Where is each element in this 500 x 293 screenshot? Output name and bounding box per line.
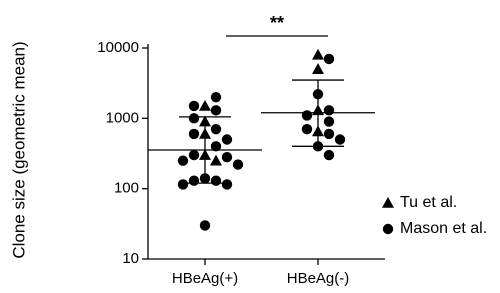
data-point <box>323 116 335 127</box>
data-point <box>323 128 335 140</box>
legend-label: Tu et al. <box>400 194 457 211</box>
data-point <box>221 179 233 190</box>
data-point <box>210 175 222 186</box>
data-point <box>188 100 200 112</box>
data-point <box>210 91 222 103</box>
data-point <box>210 124 222 135</box>
data-point <box>323 53 335 65</box>
data-point <box>312 125 324 137</box>
y-tick-label: 100 <box>114 180 139 197</box>
y-tick-label: 10 <box>122 250 139 267</box>
x-tick-label: HBeAg(-) <box>287 270 350 287</box>
y-tick-label: 1000 <box>106 109 139 126</box>
data-point <box>199 127 211 139</box>
legend-marker <box>382 197 394 208</box>
y-tick-label: 10000 <box>97 39 139 56</box>
significance-label: ** <box>270 13 284 33</box>
data-point <box>210 105 222 116</box>
data-point <box>199 99 211 111</box>
data-point <box>312 89 324 100</box>
legend-marker <box>382 223 394 235</box>
data-point <box>312 104 324 116</box>
data-point <box>323 149 335 161</box>
data-point <box>301 124 313 135</box>
data-point <box>199 149 211 160</box>
data-point <box>312 141 324 152</box>
data-point <box>188 128 200 140</box>
legend-label: Mason et al. <box>400 220 487 237</box>
data-point <box>232 159 244 170</box>
data-point <box>323 105 335 116</box>
data-point <box>177 179 189 190</box>
data-point <box>301 110 313 121</box>
data-point <box>221 134 233 145</box>
data-point <box>312 48 324 60</box>
data-point <box>199 115 211 127</box>
data-point <box>199 220 211 231</box>
data-point <box>188 149 200 161</box>
data-point <box>177 155 189 166</box>
data-point <box>334 134 346 145</box>
y-axis-label: Clone size (geometric mean) <box>9 41 28 258</box>
data-point <box>199 173 211 184</box>
data-point <box>188 175 200 186</box>
x-tick-label: HBeAg(+) <box>172 270 238 287</box>
data-point <box>210 154 222 166</box>
data-point <box>312 63 324 74</box>
data-point <box>188 113 200 124</box>
data-point <box>210 141 222 152</box>
data-point <box>221 152 233 163</box>
